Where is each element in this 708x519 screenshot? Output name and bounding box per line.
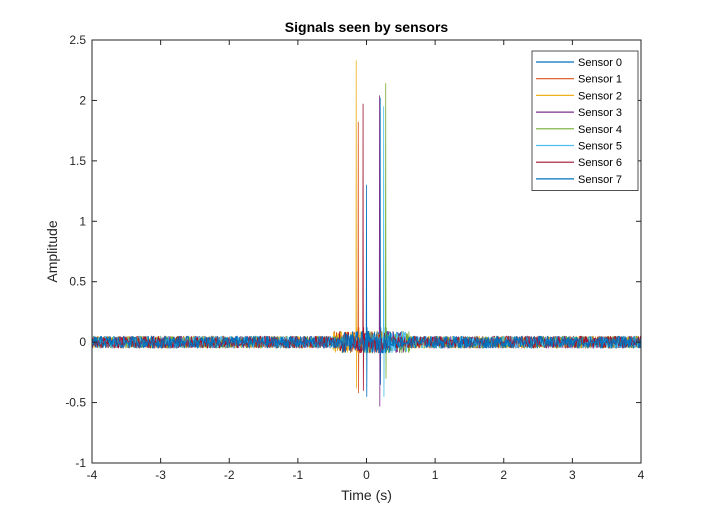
x-tick-label: -4 [87, 468, 98, 482]
x-tick-label: -1 [293, 468, 304, 482]
legend-label: Sensor 1 [578, 74, 622, 86]
legend-label: Sensor 7 [578, 174, 622, 186]
legend-label: Sensor 3 [578, 107, 622, 119]
x-axis-label: Time (s) [341, 487, 392, 503]
y-tick-label: -1 [75, 456, 86, 470]
y-axis-label: Amplitude [44, 220, 60, 282]
y-tick-label: 2.5 [69, 33, 86, 47]
y-tick-label: 1.5 [69, 154, 86, 168]
x-tick-label: -2 [224, 468, 235, 482]
x-tick-label: -3 [155, 468, 166, 482]
x-tick-label: 2 [500, 468, 507, 482]
y-tick-label: 0.5 [69, 275, 86, 289]
series-line-sensor-7 [91, 184, 642, 397]
chart-title: Signals seen by sensors [285, 19, 449, 35]
x-tick-label: 0 [363, 468, 370, 482]
legend: Sensor 0 Sensor 1 Sensor 2 Sensor 3 Sensor 4… [531, 50, 639, 192]
legend-label: Sensor 6 [578, 157, 622, 169]
y-tick-label: 0 [79, 335, 86, 349]
legend-label: Sensor 5 [578, 141, 622, 153]
legend-label: Sensor 0 [578, 57, 622, 69]
y-tick-label: 2 [79, 93, 86, 107]
traces [91, 60, 642, 407]
legend-label: Sensor 2 [578, 90, 622, 102]
legend-label: Sensor 4 [578, 124, 622, 136]
x-tick-label: 3 [569, 468, 576, 482]
x-tick-label: 4 [638, 468, 645, 482]
x-tick-label: 1 [432, 468, 439, 482]
ticks: -4 -3 -2 -1 0 1 2 3 4 -1 -0.5 0 0.5 1 1.5 2 2.5 [65, 33, 644, 482]
y-tick-label: -0.5 [65, 396, 86, 410]
y-tick-label: 1 [79, 214, 86, 228]
legend-box [531, 50, 639, 192]
